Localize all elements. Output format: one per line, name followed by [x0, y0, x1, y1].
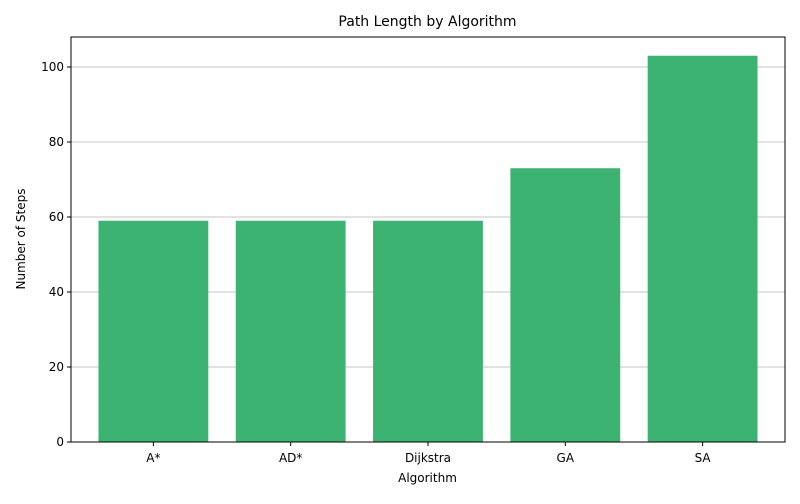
y-axis-label: Number of Steps [14, 189, 28, 290]
bar-ga [510, 168, 621, 442]
bar-ad [235, 220, 346, 442]
x-axis-label: Algorithm [398, 471, 457, 485]
x-tick-label: A* [146, 451, 160, 465]
y-tick-label: 40 [49, 285, 64, 299]
bar-dijkstra [373, 220, 483, 442]
y-tick-label: 60 [49, 210, 64, 224]
x-tick-label: Dijkstra [405, 451, 451, 465]
chart-title: Path Length by Algorithm [338, 14, 516, 30]
y-tick-label: 0 [56, 435, 64, 449]
y-tick-label: 80 [49, 135, 64, 149]
x-tick-label: GA [557, 451, 575, 465]
bar-a [98, 220, 209, 442]
ticks: 0 20 40 60 80 100 A* AD* Dijkstra GA SA [41, 60, 711, 465]
y-tick-label: 100 [41, 60, 64, 74]
x-tick-label: AD* [279, 451, 302, 465]
y-tick-label: 20 [49, 360, 64, 374]
bar-sa [647, 55, 758, 442]
x-tick-label: SA [695, 451, 712, 465]
bars [98, 55, 758, 442]
